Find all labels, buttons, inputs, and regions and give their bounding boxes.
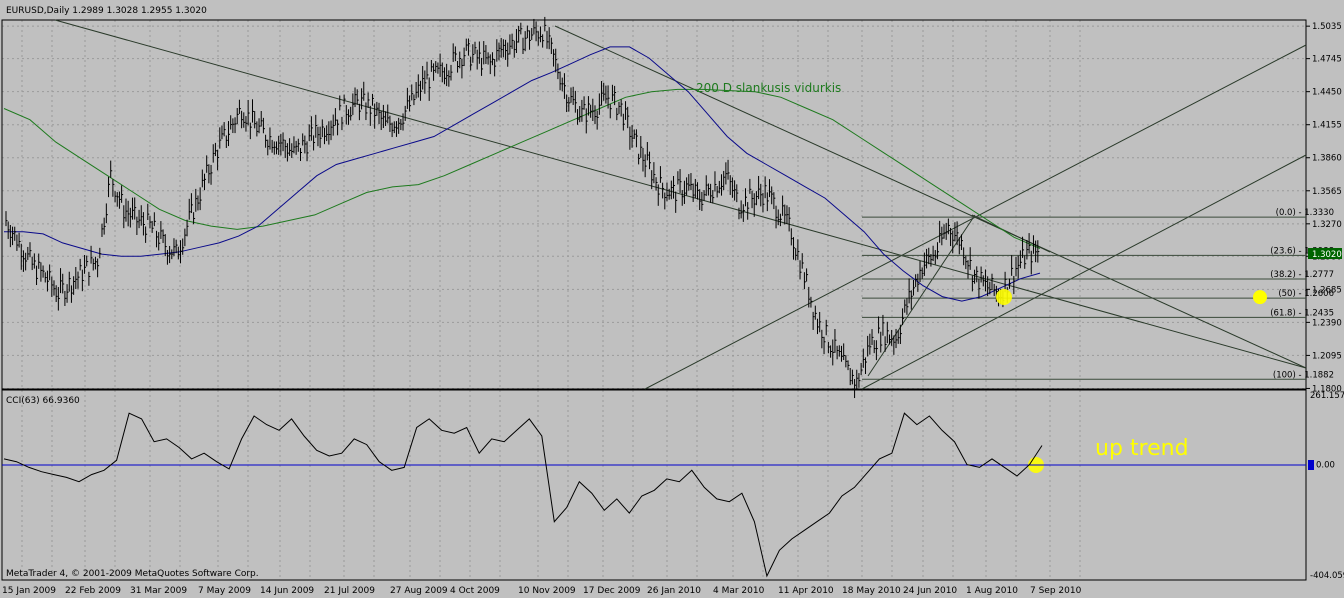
fib-level-label: (0.0) - 1.3330: [1276, 208, 1334, 218]
price-tick-label: 1.3565: [1312, 187, 1342, 197]
time-tick-label: 24 Jun 2010: [903, 586, 957, 596]
cci-path: [3, 412, 1043, 578]
time-tick-label: 10 Nov 2009: [518, 586, 576, 596]
time-tick-label: 21 Jul 2009: [324, 586, 375, 596]
price-bars: [5, 16, 1040, 399]
ma200-line: [3, 88, 1041, 249]
fib-50-marker: [996, 289, 1012, 305]
fibonacci-retracement[interactable]: (0.0) - 1.3330 (23.6) - 1.2988 (38.2) - 1.…: [862, 208, 1334, 380]
trend-line: [971, 214, 1051, 253]
time-tick-label: 22 Feb 2009: [65, 586, 121, 596]
price-tick-label: 1.2095: [1312, 351, 1342, 361]
cci-header: CCI(63) 66.9360: [6, 396, 80, 406]
time-tick-label: 14 Jun 2009: [260, 586, 314, 596]
ma200-annotation: 200 D slankusis vidurkis: [696, 81, 841, 95]
time-tick-label: 7 Sep 2010: [1030, 586, 1082, 596]
price-tick-label: 1.3860: [1312, 154, 1342, 164]
time-tick-label: 4 Oct 2009: [450, 586, 500, 596]
trend-line: [861, 154, 1307, 390]
time-tick-label: 11 Apr 2010: [778, 586, 834, 596]
ma200-path: [3, 88, 1041, 249]
cci-annotation: up trend: [1095, 436, 1189, 461]
price-tick-label: 1.2390: [1312, 318, 1342, 328]
cci-zero-tag: [1308, 460, 1314, 470]
fib-level-label: (38.2) - 1.2777: [1270, 270, 1334, 280]
time-tick-label: 4 Mar 2010: [713, 586, 765, 596]
fib-level-label: (50) - 1.2606: [1278, 289, 1334, 299]
price-tick-label: 1.3270: [1312, 220, 1342, 230]
time-tick-label: 17 Dec 2009: [583, 586, 641, 596]
trend-line: [554, 25, 1307, 369]
time-tick-label: 26 Jan 2010: [647, 586, 701, 596]
current-price-label: 1.3020: [1312, 250, 1342, 260]
price-tick-label: 1.4155: [1312, 121, 1342, 131]
fib-level-label: (23.6) - 1.2988: [1270, 246, 1334, 256]
copyright: MetaTrader 4, © 2001-2009 MetaQuotes Sof…: [6, 569, 259, 579]
cci-pane-frame: [1, 389, 1307, 581]
time-tick-label: 31 Mar 2009: [130, 586, 187, 596]
trend-line: [54, 19, 1307, 369]
cci-tick-label: 261.157: [1310, 391, 1344, 401]
fib-level-label: (100) - 1.1882: [1273, 370, 1334, 380]
time-tick-label: 27 Aug 2009: [390, 586, 448, 596]
fib-label-marker: [1253, 290, 1267, 305]
price-tick-label: 1.5035: [1312, 22, 1342, 32]
time-tick-label: 15 Jan 2009: [2, 586, 56, 596]
time-tick-label: 1 Aug 2010: [966, 586, 1018, 596]
cci-tick-label: -404.059: [1310, 571, 1344, 581]
time-tick-label: 18 May 2010: [842, 586, 901, 596]
current-price-tag-box: [1308, 248, 1342, 259]
cci-tick-label: 0.00: [1316, 461, 1335, 471]
price-tick-label: 1.2685: [1312, 285, 1342, 295]
price-tick-label: 1.1800: [1312, 384, 1342, 394]
price-pane-frame: [1, 19, 1307, 390]
cci-axis: 261.157 0.00 -404.059: [1310, 391, 1344, 581]
cci-line: [3, 412, 1043, 578]
time-tick-label: 7 May 2009: [198, 586, 251, 596]
price-tick-label: 1.4745: [1312, 55, 1342, 65]
time-axis: 15 Jan 2009 22 Feb 2009 31 Mar 2009 7 May 2…: [2, 586, 1082, 596]
current-price-tag: 1.3020: [1308, 248, 1342, 260]
fib-level-label: (61.8) - 1.2435: [1270, 308, 1334, 318]
price-tick-label: 1.4450: [1312, 88, 1342, 98]
chart-header: EURUSD,Daily 1.2989 1.3028 1.2955 1.3020: [6, 6, 207, 16]
